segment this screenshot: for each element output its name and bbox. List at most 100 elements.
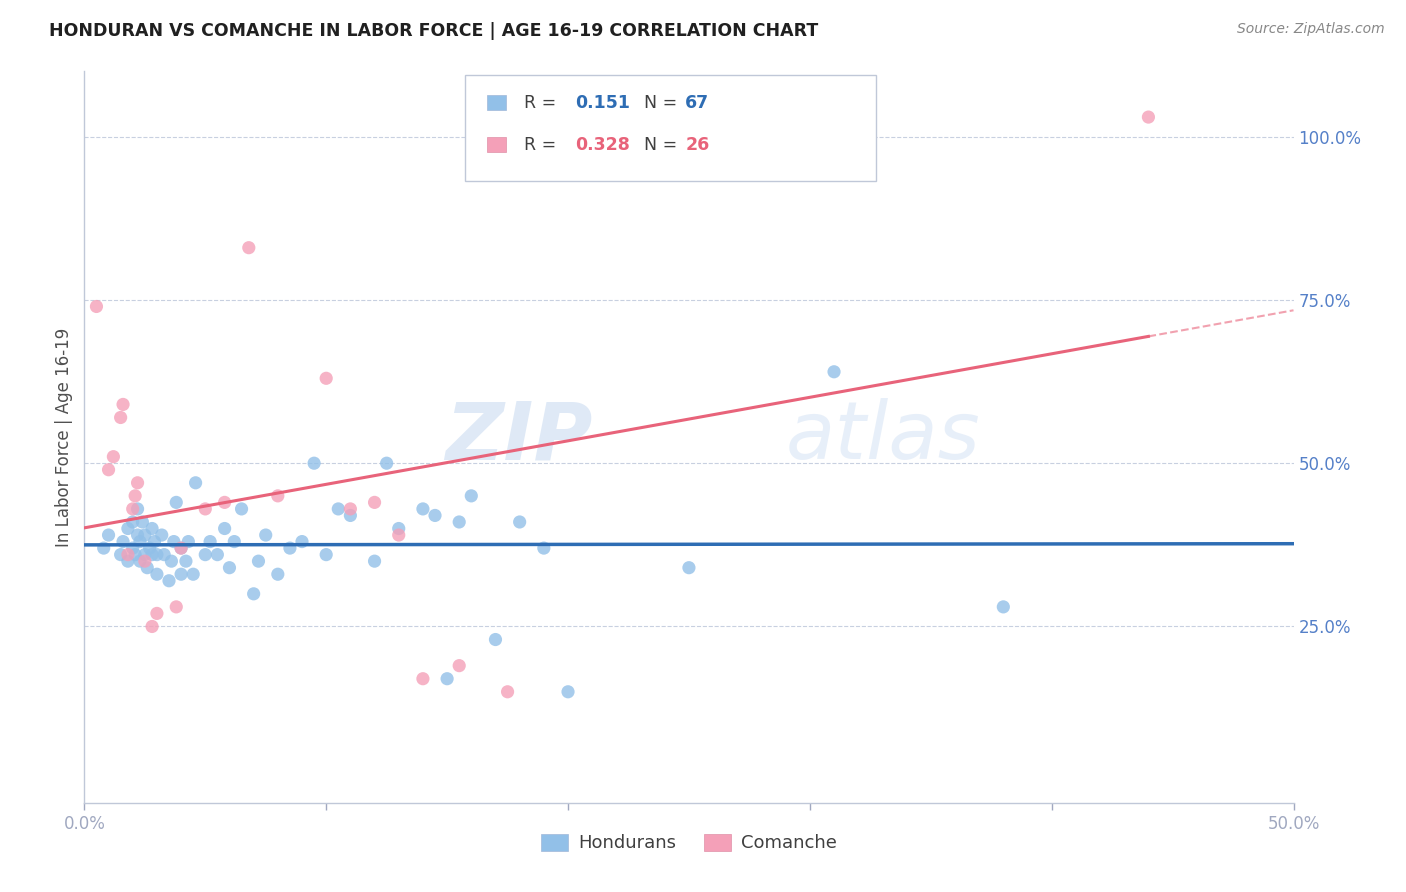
- Point: [134, 554, 156, 568]
- Point: [423, 508, 446, 523]
- Point: [177, 534, 200, 549]
- Point: [157, 574, 180, 588]
- Point: [146, 607, 169, 621]
- Point: [460, 489, 482, 503]
- Legend: Hondurans, Comanche: Hondurans, Comanche: [533, 826, 845, 860]
- Point: [254, 528, 277, 542]
- Point: [823, 365, 845, 379]
- FancyBboxPatch shape: [486, 95, 506, 110]
- Point: [127, 502, 149, 516]
- Point: [533, 541, 555, 555]
- Point: [436, 672, 458, 686]
- Point: [127, 528, 149, 542]
- Point: [121, 502, 143, 516]
- Point: [141, 619, 163, 633]
- Point: [112, 397, 135, 411]
- Point: [247, 554, 270, 568]
- Point: [134, 548, 156, 562]
- Point: [121, 541, 143, 555]
- Point: [134, 528, 156, 542]
- Point: [129, 554, 152, 568]
- Point: [170, 541, 193, 555]
- Point: [214, 495, 236, 509]
- Point: [449, 658, 471, 673]
- Point: [194, 548, 217, 562]
- Point: [153, 548, 176, 562]
- Point: [165, 495, 187, 509]
- Point: [412, 502, 434, 516]
- Point: [146, 567, 169, 582]
- Point: [198, 534, 221, 549]
- Point: [267, 567, 290, 582]
- Point: [1137, 110, 1160, 124]
- Point: [170, 541, 193, 555]
- Point: [141, 521, 163, 535]
- Point: [124, 548, 146, 562]
- Point: [127, 475, 149, 490]
- Text: HONDURAN VS COMANCHE IN LABOR FORCE | AGE 16-19 CORRELATION CHART: HONDURAN VS COMANCHE IN LABOR FORCE | AG…: [49, 22, 818, 40]
- FancyBboxPatch shape: [486, 137, 506, 152]
- Point: [339, 502, 361, 516]
- Point: [165, 599, 187, 614]
- Point: [110, 410, 132, 425]
- Point: [136, 560, 159, 574]
- Point: [214, 521, 236, 535]
- Point: [363, 554, 385, 568]
- Point: [194, 502, 217, 516]
- Point: [678, 560, 700, 574]
- Text: R =: R =: [524, 94, 562, 112]
- Point: [97, 528, 120, 542]
- Point: [993, 599, 1015, 614]
- Point: [484, 632, 506, 647]
- Text: ZIP: ZIP: [444, 398, 592, 476]
- Point: [143, 534, 166, 549]
- Point: [218, 560, 240, 574]
- Point: [388, 528, 411, 542]
- Point: [557, 685, 579, 699]
- Point: [146, 548, 169, 562]
- Point: [278, 541, 301, 555]
- Point: [412, 672, 434, 686]
- Point: [291, 534, 314, 549]
- Point: [170, 567, 193, 582]
- Point: [93, 541, 115, 555]
- Point: [117, 548, 139, 562]
- Text: atlas: atlas: [786, 398, 980, 476]
- Point: [267, 489, 290, 503]
- Point: [117, 554, 139, 568]
- Point: [449, 515, 471, 529]
- Point: [163, 534, 186, 549]
- Point: [129, 534, 152, 549]
- Text: R =: R =: [524, 136, 562, 153]
- Point: [315, 548, 337, 562]
- Point: [112, 534, 135, 549]
- Point: [388, 521, 411, 535]
- Point: [328, 502, 350, 516]
- Y-axis label: In Labor Force | Age 16-19: In Labor Force | Age 16-19: [55, 327, 73, 547]
- Text: 0.328: 0.328: [575, 136, 630, 153]
- Point: [242, 587, 264, 601]
- Point: [509, 515, 531, 529]
- Point: [97, 463, 120, 477]
- Point: [375, 456, 398, 470]
- Text: 26: 26: [685, 136, 710, 153]
- Point: [117, 521, 139, 535]
- Point: [207, 548, 229, 562]
- Point: [150, 528, 173, 542]
- Point: [339, 508, 361, 523]
- Text: N =: N =: [633, 136, 683, 153]
- Text: N =: N =: [633, 94, 683, 112]
- Point: [302, 456, 325, 470]
- FancyBboxPatch shape: [465, 75, 876, 181]
- Point: [138, 541, 160, 555]
- Text: Source: ZipAtlas.com: Source: ZipAtlas.com: [1237, 22, 1385, 37]
- Point: [121, 515, 143, 529]
- Point: [238, 241, 260, 255]
- Point: [181, 567, 204, 582]
- Point: [231, 502, 253, 516]
- Point: [224, 534, 246, 549]
- Text: 67: 67: [685, 94, 710, 112]
- Point: [496, 685, 519, 699]
- Point: [86, 300, 108, 314]
- Point: [174, 554, 197, 568]
